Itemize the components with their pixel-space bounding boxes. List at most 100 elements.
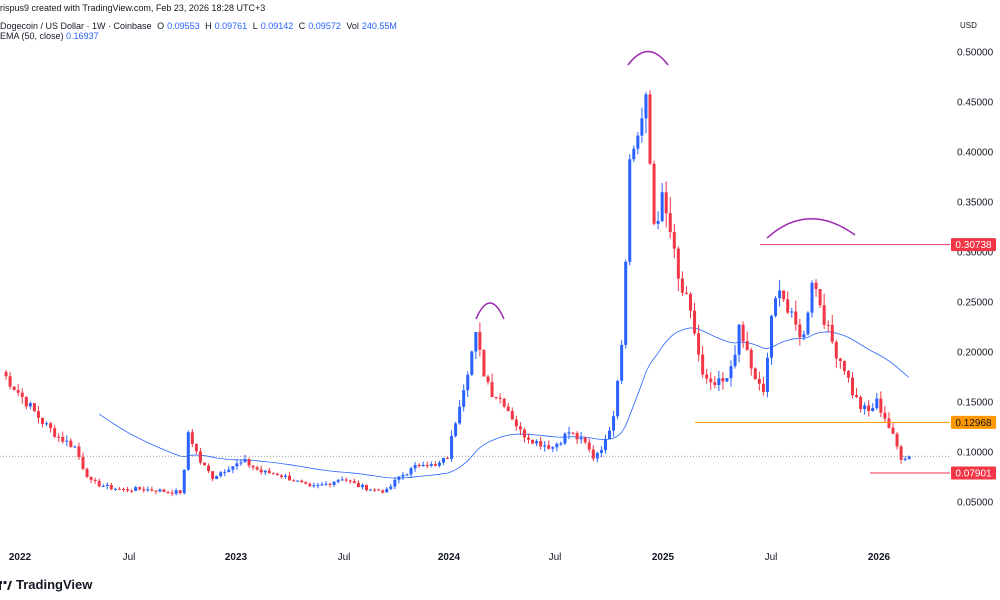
candle-body	[814, 282, 818, 289]
candle-body	[393, 479, 397, 487]
candle-body	[243, 459, 247, 463]
candle-body	[717, 378, 721, 385]
candle-body	[134, 487, 138, 491]
candle-body	[701, 354, 705, 375]
candle-body	[575, 433, 579, 440]
y-tick-label: 0.35000	[957, 198, 994, 209]
candle-body	[65, 440, 69, 442]
candle-body	[267, 470, 271, 474]
candle-body	[81, 457, 85, 469]
candle-body	[689, 293, 692, 311]
y-tick-label: 0.15000	[957, 398, 994, 409]
candle-body	[365, 484, 368, 491]
candle-body	[69, 440, 73, 448]
candle-body	[401, 474, 405, 477]
candle-body	[599, 450, 603, 453]
candle-body	[146, 489, 150, 491]
candle-body	[194, 444, 198, 452]
close-label: C	[298, 21, 306, 31]
candle-body	[101, 486, 105, 488]
ema-indicator-line[interactable]: EMA (50, close) 0.16937	[0, 31, 99, 41]
candle-body	[421, 464, 425, 467]
candle-body	[97, 480, 101, 487]
candle-body	[490, 382, 494, 398]
candle-body	[462, 390, 466, 407]
candle-body	[154, 490, 158, 492]
candle-body	[239, 462, 243, 464]
candle-body	[275, 473, 279, 476]
candle-body	[737, 324, 741, 355]
candle-body	[834, 341, 838, 359]
candle-body	[178, 490, 182, 494]
candle-body	[587, 442, 591, 450]
candle-body	[486, 376, 490, 383]
candle-body	[53, 428, 57, 437]
candle-body	[859, 396, 863, 409]
candle-body	[518, 426, 522, 430]
candle-body	[466, 374, 470, 391]
x-tick-label: Jul	[338, 552, 351, 563]
symbol-title[interactable]: Dogecoin / US Dollar · 1W · Coinbase	[0, 21, 152, 31]
low-value: 0.09142	[260, 21, 294, 31]
candle-body	[551, 447, 555, 449]
x-tick-label: Jul	[549, 552, 562, 563]
candle-body	[122, 489, 125, 491]
candle-body	[166, 491, 170, 493]
candle-body	[478, 332, 482, 350]
candle-body	[223, 471, 227, 473]
candle-body	[332, 481, 336, 485]
candle-body	[656, 221, 660, 224]
price-label-text: 0.07901	[955, 468, 992, 479]
candle-body	[474, 332, 478, 352]
candle-body	[624, 261, 628, 345]
candle-body	[502, 398, 506, 407]
candle-body	[603, 439, 607, 451]
candle-body	[636, 135, 640, 149]
candle-body	[595, 452, 599, 459]
candle-body	[117, 488, 121, 490]
candle-body	[822, 305, 826, 325]
price-label-box	[951, 466, 996, 480]
candle-body	[150, 489, 154, 491]
candle-body	[77, 446, 81, 458]
candle-body	[903, 458, 907, 460]
candle-body	[279, 475, 283, 477]
candle-body	[425, 464, 429, 466]
candle-body	[207, 465, 211, 472]
candle-body	[705, 374, 709, 379]
candle-body	[247, 459, 251, 466]
candle-body	[369, 489, 373, 491]
candle-body	[8, 376, 12, 387]
candle-body	[810, 282, 814, 313]
candle-body	[429, 464, 433, 466]
x-tick-label: Jul	[123, 552, 136, 563]
candle-body	[774, 298, 778, 316]
candle-body	[782, 290, 786, 300]
candle-body	[855, 394, 859, 397]
candle-body	[579, 437, 583, 440]
candle-body	[879, 398, 883, 413]
candle-body	[527, 437, 530, 440]
candle-body	[851, 377, 854, 395]
symbol-ohlc-line: Dogecoin / US Dollar · 1W · Coinbase O 0.…	[0, 21, 400, 31]
candle-body	[105, 484, 109, 487]
high-label: H	[205, 21, 212, 31]
candle-body	[470, 351, 474, 375]
candle-body	[308, 483, 312, 487]
currency-label: USD	[960, 21, 977, 30]
volume-label: Vol	[346, 21, 359, 31]
candle-body	[887, 418, 891, 428]
candle-body	[583, 437, 587, 443]
candle-body	[652, 163, 656, 224]
candle-body	[729, 366, 733, 379]
candle-body	[271, 473, 275, 475]
candle-body	[186, 432, 190, 470]
candle-body	[543, 445, 547, 447]
y-tick-label: 0.30000	[957, 248, 994, 259]
candle-body	[668, 213, 672, 233]
candle-body	[170, 492, 174, 494]
candle-body	[660, 192, 664, 222]
candle-body	[684, 292, 688, 294]
candle-body	[721, 378, 725, 382]
